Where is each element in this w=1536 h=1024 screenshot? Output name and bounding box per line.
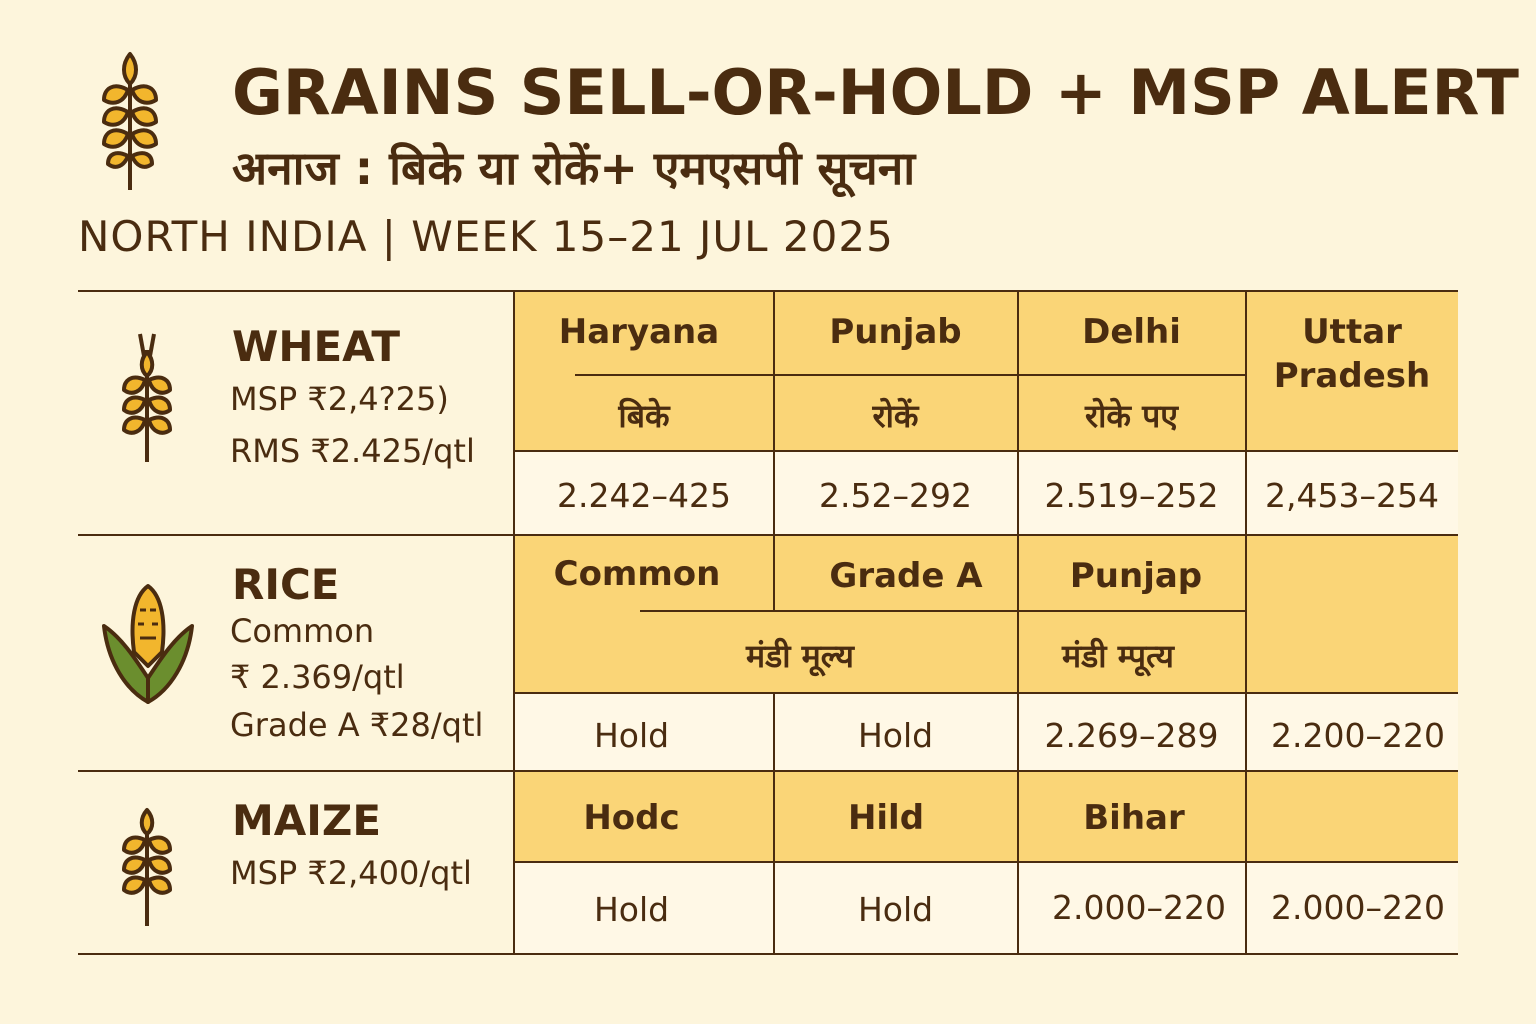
advice-label: रोकें — [872, 397, 919, 435]
rice-common: Common — [230, 612, 375, 650]
col-header: Punjap — [1069, 556, 1203, 596]
wheat-msp: MSP ₹2,4?25) — [230, 380, 449, 418]
maize-value-band — [514, 862, 1458, 954]
corn-icon — [102, 584, 194, 704]
rice-common-price: ₹ 2.369/qtl — [230, 658, 405, 696]
price-range: 2.52–292 — [819, 476, 972, 515]
advice-label: बिके — [618, 397, 670, 435]
col-divider — [773, 290, 775, 535]
col-header: Uttar Pradesh — [1273, 312, 1431, 396]
wheat-header-band — [514, 291, 1458, 451]
price-range: 2,453–254 — [1265, 476, 1439, 515]
price-range: 2.000–220 — [1052, 888, 1226, 927]
mandi-price-label: मंडी मूल्य — [745, 637, 854, 675]
table-top-line — [78, 290, 1458, 292]
price-range: 2.269–289 — [1044, 716, 1219, 755]
col-divider — [1245, 290, 1247, 955]
table-bottom-line — [78, 953, 1458, 955]
cell-divider — [514, 861, 1458, 863]
row-divider — [78, 534, 1458, 536]
maize-header-band — [514, 771, 1458, 862]
cell-divider — [514, 450, 1458, 452]
wheat-icon — [102, 52, 158, 190]
col-header: Common — [553, 554, 721, 594]
cell-divider — [640, 610, 1245, 612]
page-title: GRAINS SELL-OR-HOLD + MSP ALERT — [232, 56, 1519, 129]
col-divider — [513, 290, 515, 955]
advice-value: Hold — [857, 716, 934, 755]
col-header: Punjab — [829, 312, 962, 352]
rice-header-band — [514, 535, 1458, 693]
price-range: 2.242–425 — [557, 476, 731, 515]
col-divider — [773, 692, 775, 955]
row-divider — [78, 770, 1458, 772]
advice-value: Hold — [593, 716, 670, 755]
col-header: Hild — [847, 798, 925, 838]
col-header: Haryana — [558, 312, 720, 352]
page-subtitle: अनाज : बिके या रोकें+ एमएसपी सूचना — [232, 141, 916, 195]
col-header: Delhi — [1082, 312, 1181, 352]
wheat-icon — [122, 333, 172, 462]
cell-divider — [575, 374, 1245, 376]
mandi-price-label: मंडी म्पूत्य — [1062, 637, 1174, 675]
advice-value: Hold — [857, 890, 934, 929]
col-header: Hodc — [583, 798, 680, 838]
cell-divider — [514, 692, 1458, 694]
rice-grade-a: Grade A ₹28/qtl — [230, 706, 484, 744]
crop-name-rice: RICE — [232, 560, 340, 609]
price-range: 2.200–220 — [1271, 716, 1445, 755]
region-week: NORTH INDIA | WEEK 15–21 JUL 2025 — [78, 212, 894, 261]
crop-name-maize: MAIZE — [232, 796, 382, 845]
wheat-icon — [122, 808, 172, 926]
wheat-rms: RMS ₹2.425/qtl — [230, 432, 475, 470]
col-divider — [773, 535, 775, 611]
col-header: Bihar — [1083, 798, 1185, 838]
advice-label: रोके पए — [1085, 397, 1178, 435]
rice-value-band — [514, 693, 1458, 771]
col-divider — [1017, 290, 1019, 955]
price-range: 2.000–220 — [1271, 888, 1445, 927]
maize-msp: MSP ₹2,400/qtl — [230, 854, 472, 892]
advice-value: Hold — [593, 890, 670, 929]
crop-name-wheat: WHEAT — [232, 322, 401, 371]
price-range: 2.519–252 — [1044, 476, 1219, 515]
wheat-value-band — [514, 451, 1458, 535]
col-header: Grade A — [829, 556, 983, 596]
